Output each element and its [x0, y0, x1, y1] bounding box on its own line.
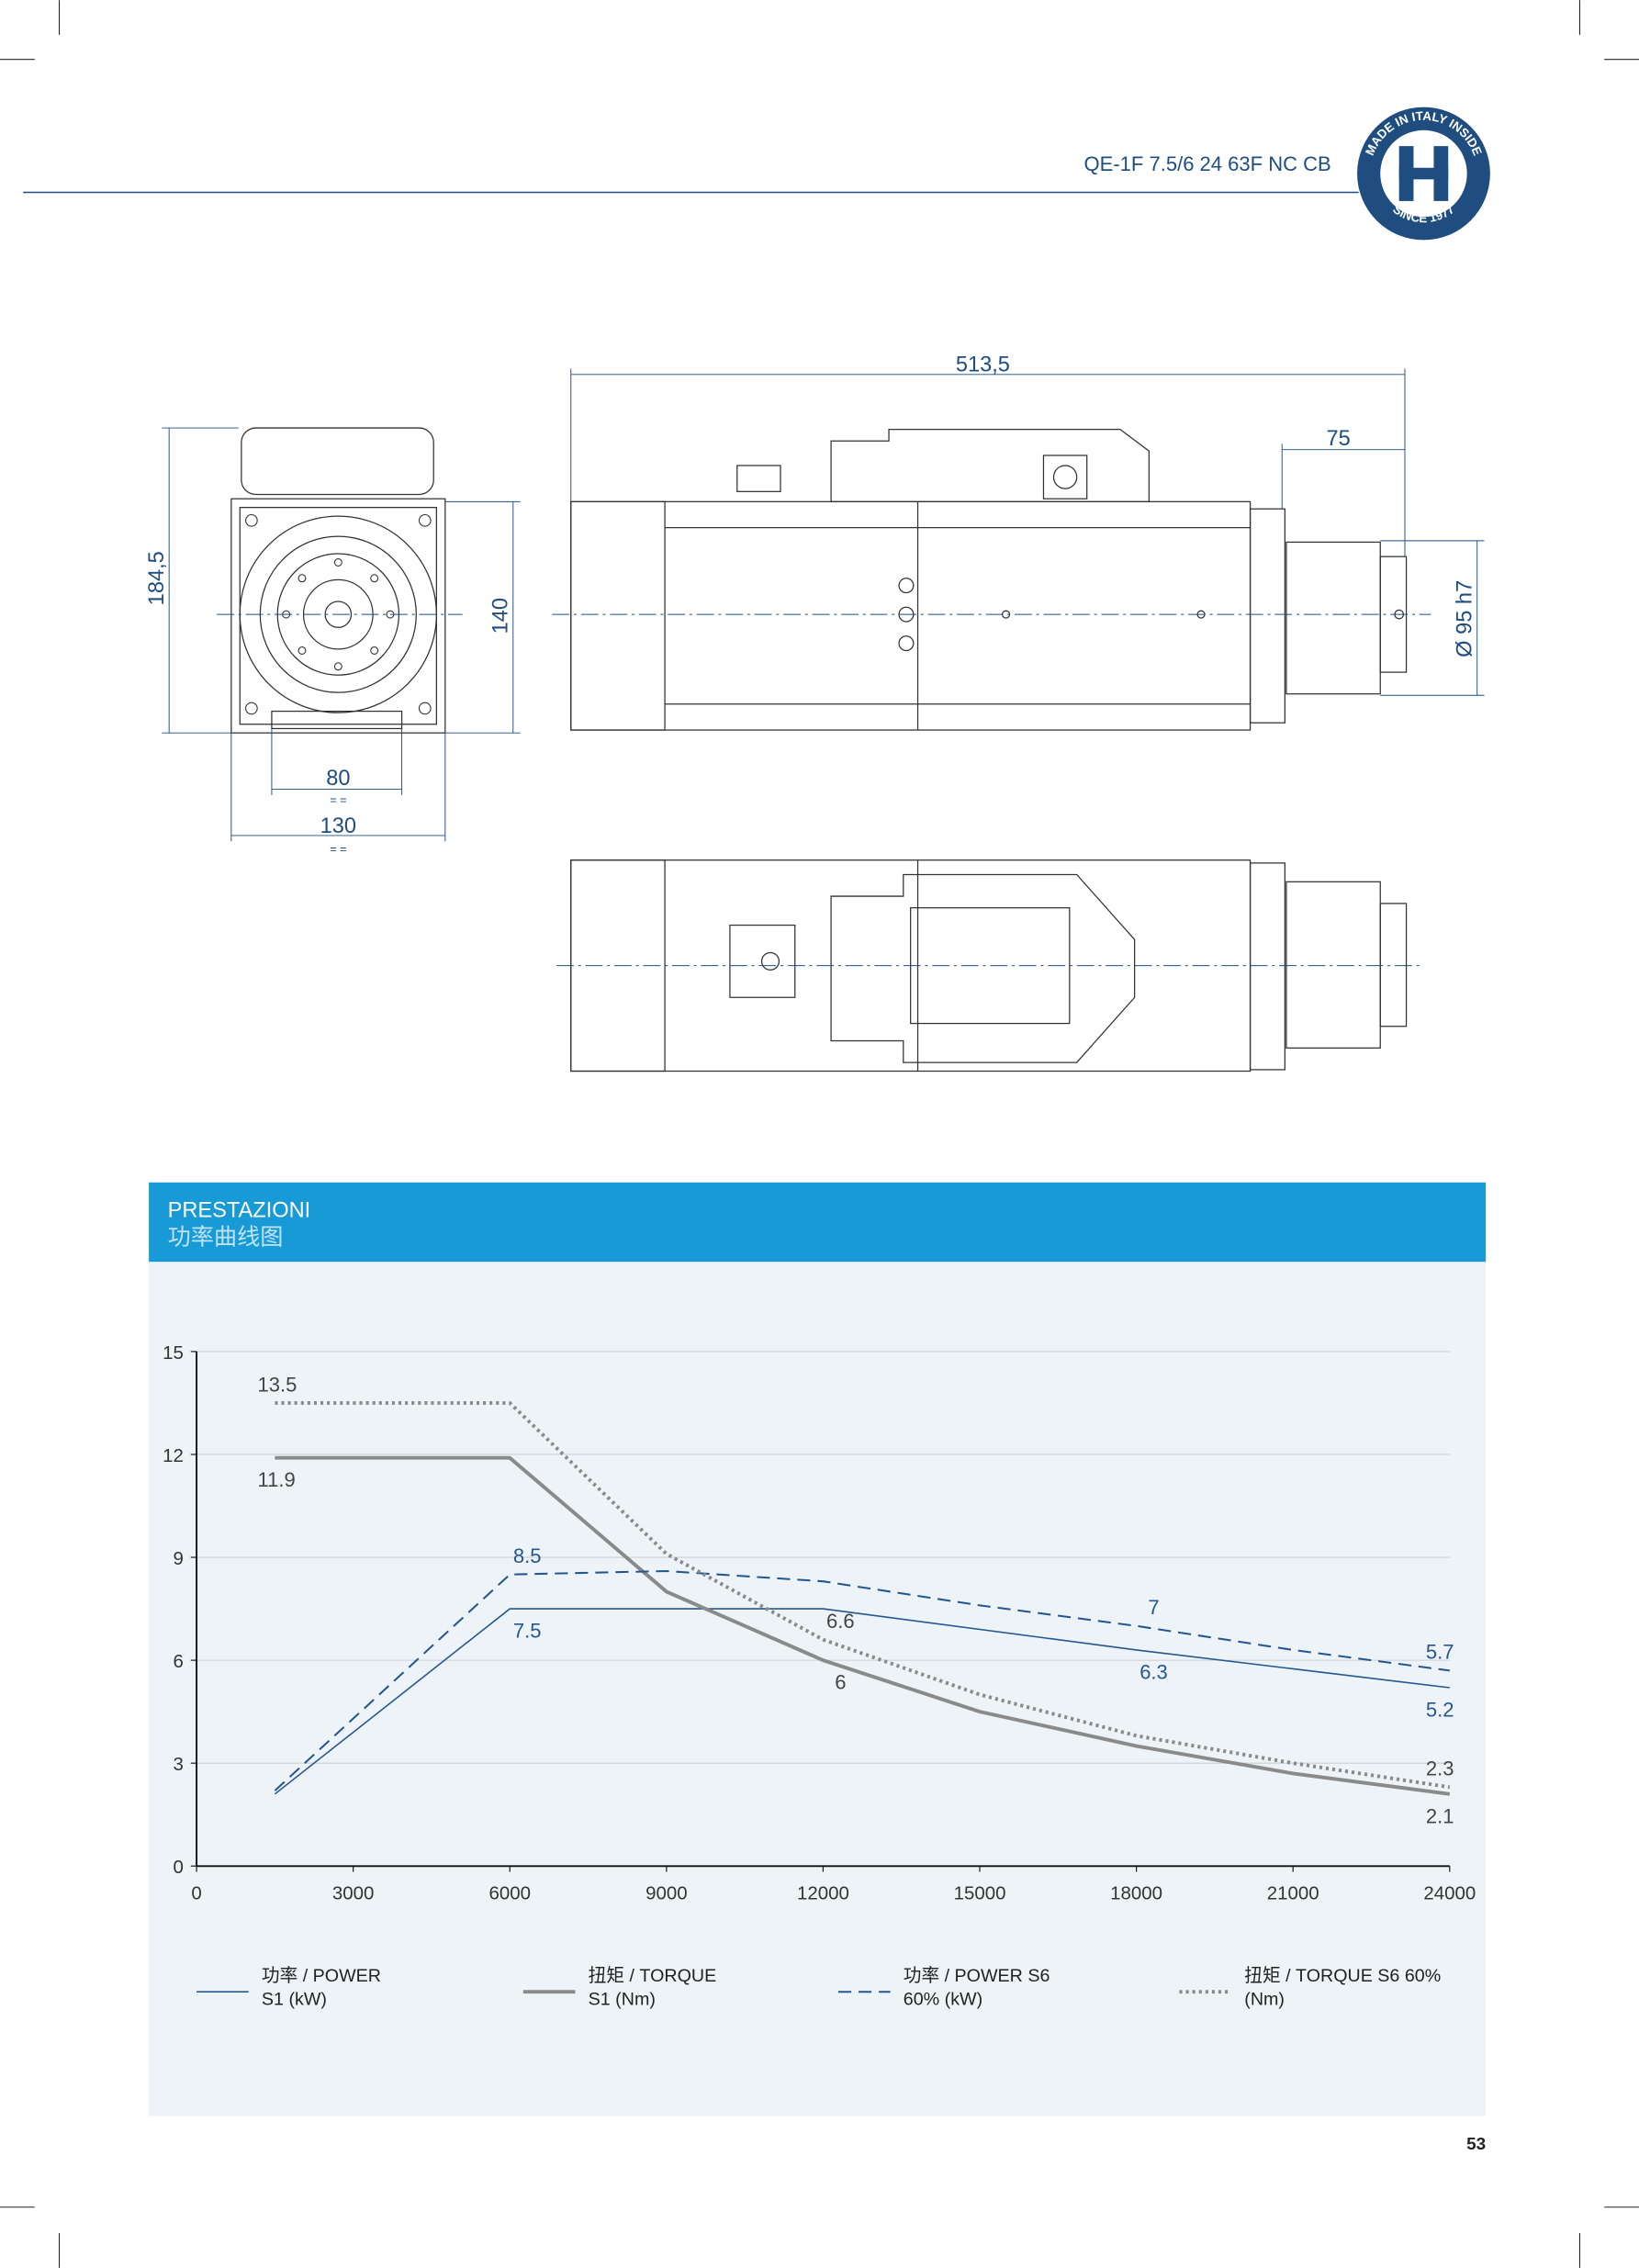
legend-entry: 扭矩 / TORQUE S1 (Nm): [588, 1965, 717, 2009]
x-tick-label: 9000: [645, 1882, 688, 1903]
x-tick-label: 21000: [1267, 1882, 1319, 1903]
value-label: 2.3: [1426, 1757, 1454, 1780]
legend-label: 扭矩 / TORQUE S6 60% (Nm): [1244, 1965, 1442, 2009]
bottom-view: [556, 859, 1424, 1072]
legend-entry: 扭矩 / TORQUE S6 60% (Nm): [1244, 1965, 1442, 2009]
dim-symmetric: = =: [330, 843, 346, 856]
value-label: 11.9: [257, 1468, 295, 1491]
front-view: 184,5 140 80 = = 130 = =: [145, 427, 521, 856]
x-tick-label: 0: [191, 1882, 201, 1903]
value-label: 6: [835, 1671, 846, 1694]
value-label: 5.7: [1426, 1641, 1454, 1664]
dim-nose: 75: [1326, 427, 1350, 451]
value-label: 6.3: [1139, 1660, 1168, 1683]
series-line: [274, 1569, 1450, 1791]
series-line: [274, 1608, 1450, 1795]
legend-entry: 功率 / POWER S6 60% (kW): [903, 1965, 1050, 2009]
x-tick-label: 6000: [488, 1882, 531, 1903]
legend-label: 功率 / POWER S6 60% (kW): [903, 1965, 1050, 2009]
section-title: PRESTAZIONI: [168, 1199, 311, 1223]
value-label: 5.2: [1426, 1698, 1454, 1721]
dim-flange-height: 140: [489, 598, 513, 634]
y-tick-label: 12: [163, 1445, 184, 1466]
logo: MADE IN ITALY INSIDE SINCE 1977: [1357, 107, 1490, 241]
section-bar: [149, 1182, 1487, 1263]
value-label: 7: [1148, 1596, 1159, 1619]
series-line: [275, 1455, 1451, 1796]
dim-diameter: Ø 95 h7: [1453, 580, 1476, 657]
dim-symmetric: = =: [330, 793, 346, 806]
x-tick-label: 15000: [954, 1882, 1006, 1903]
x-tick-label: 3000: [332, 1882, 375, 1903]
chart: 0 3 6 9 12 15 0 3000 6000 9000 12000 15000 18000 2100…: [163, 1342, 1476, 2009]
value-label: 8.5: [513, 1544, 542, 1567]
y-tick-label: 15: [163, 1342, 184, 1364]
y-tick-label: 3: [174, 1754, 184, 1775]
dim-height: 184,5: [145, 551, 169, 605]
dim-length: 513,5: [956, 354, 1010, 377]
page-number: 53: [1466, 2135, 1486, 2154]
legend-label: 功率 / POWER S1 (kW): [261, 1965, 382, 2009]
x-tick-label: 12000: [797, 1882, 849, 1903]
value-label: 2.1: [1426, 1804, 1454, 1827]
x-tick-label: 18000: [1110, 1882, 1162, 1903]
dim-feet-outer: 130: [320, 814, 356, 838]
model-name: QE-1F 7.5/6 24 63F NC CB: [1084, 152, 1331, 175]
value-label: 6.6: [826, 1610, 855, 1633]
value-label: 13.5: [257, 1373, 297, 1396]
legend-label: 扭矩 / TORQUE S1 (Nm): [588, 1965, 717, 2009]
section-subtitle: 功率曲线图: [168, 1224, 284, 1250]
side-view: 513,5 75 Ø 95 h7: [552, 354, 1485, 731]
y-tick-label: 0: [174, 1857, 184, 1878]
dim-feet-inner: 80: [326, 767, 350, 791]
value-label: 7.5: [513, 1620, 542, 1643]
x-tick-label: 24000: [1423, 1882, 1476, 1903]
chart-panel: [149, 1262, 1487, 2116]
y-tick-label: 9: [174, 1548, 184, 1569]
legend-entry: 功率 / POWER S1 (kW): [261, 1965, 382, 2009]
y-tick-label: 6: [174, 1651, 184, 1672]
